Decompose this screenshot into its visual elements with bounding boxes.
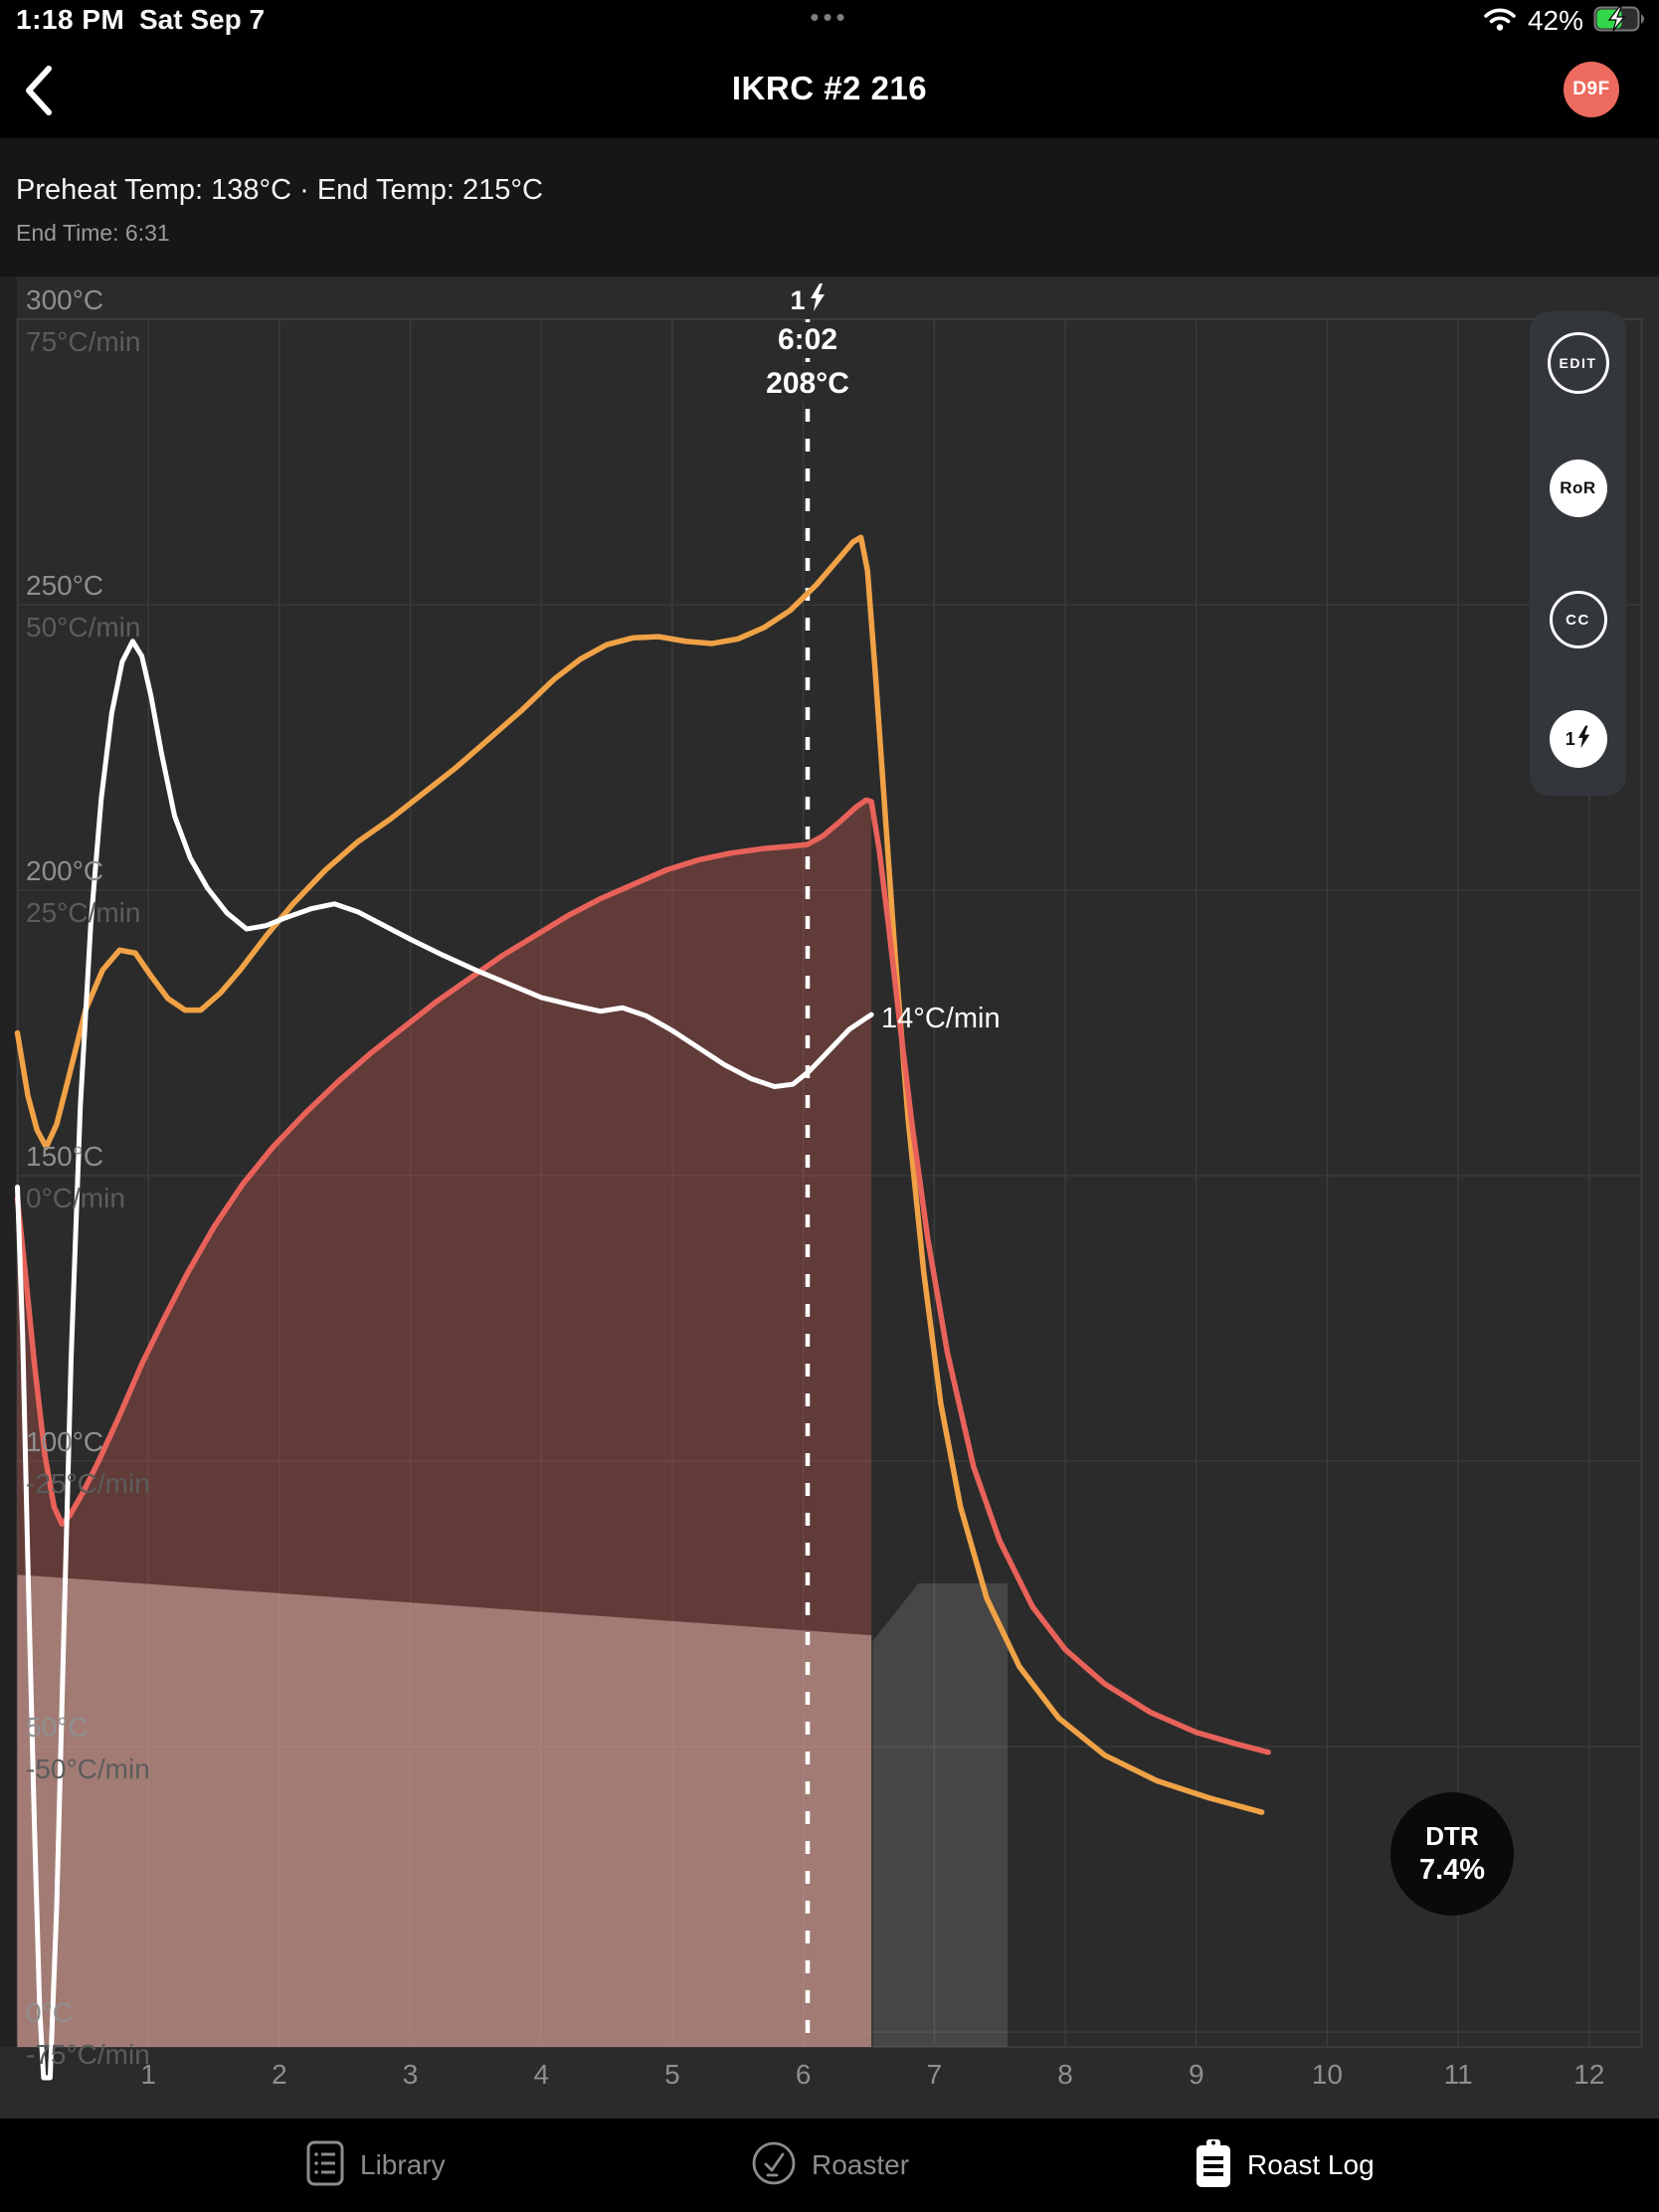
wifi-icon (1482, 6, 1518, 37)
page-title: IKRC #2 216 (731, 70, 928, 106)
x-tick-label: 2 (272, 2059, 287, 2090)
x-tick-label: 11 (1444, 2059, 1473, 2090)
x-tick-label: 5 (664, 2059, 680, 2090)
x-tick-label: 12 (1573, 2059, 1604, 2090)
chart-controls-panel: EDIT RoR CC 1 (1530, 311, 1626, 796)
y-ror-tick-label: -75°C/min (26, 2039, 150, 2070)
ror-button-label: RoR (1560, 478, 1596, 497)
chevron-left-icon (22, 66, 56, 121)
series-rate-of-rise (15, 639, 874, 2081)
library-icon (304, 2139, 346, 2192)
tab-bar: Library Roaster (0, 2119, 1659, 2212)
clock-date: Sat Sep 7 (139, 4, 266, 35)
x-tick-label: 9 (1189, 2059, 1204, 2090)
x-tick-label: 4 (533, 2059, 549, 2090)
status-bar: 1:18 PM Sat Sep 7 ••• 42% (0, 0, 1659, 40)
region-base-band (17, 1574, 872, 2047)
cc-toggle-button[interactable]: CC (1549, 591, 1607, 648)
plot-border (16, 318, 1643, 2048)
tab-library-label: Library (360, 2149, 446, 2180)
y-temp-tick-label: 100°C (26, 1426, 103, 1457)
y-ror-tick-label: 75°C/min (26, 326, 140, 357)
y-ror-tick-label: 50°C/min (26, 612, 140, 643)
chart-section: 300°C 75°C/min 250°C 50°C/min 200°C 25°C/min 1… (0, 276, 1659, 2119)
event-marker-button[interactable]: 1 (1549, 710, 1607, 768)
region-post-drop (872, 1582, 1009, 2047)
roast-chart-canvas[interactable]: 300°C75°C/min250°C50°C/min200°C25°C/min1… (0, 276, 1659, 2119)
preheat-end-temp-text: Preheat Temp: 138°C · End Temp: 215°C (16, 174, 543, 206)
battery-charging-icon (1593, 5, 1645, 37)
dtr-badge: DTR 7.4% (1390, 1792, 1514, 1916)
roast-info-header: Preheat Temp: 138°C · End Temp: 215°C En… (0, 138, 1659, 276)
tab-roaster-label: Roaster (812, 2149, 910, 2180)
y-temp-tick-label: 300°C (26, 284, 103, 315)
y-ror-tick-label: -50°C/min (26, 1753, 150, 1784)
dtr-value: 7.4% (1418, 1854, 1486, 1886)
tab-roast-log-label: Roast Log (1247, 2149, 1375, 2180)
roast-log-icon (1194, 2138, 1233, 2193)
chart-left-margin (0, 276, 17, 2047)
clock-time: 1:18 PM (16, 4, 125, 35)
series-environment-temp (14, 534, 1265, 1815)
x-tick-label: 6 (796, 2059, 812, 2090)
series-bean-temp (14, 797, 1271, 1755)
dtr-label: DTR (1425, 1821, 1479, 1851)
edit-button[interactable]: EDIT (1547, 332, 1609, 394)
y-ror-tick-label: 0°C/min (26, 1183, 125, 1213)
bolt-icon (1577, 725, 1590, 754)
region-roast-area (17, 800, 872, 2048)
back-button[interactable] (22, 64, 66, 117)
y-temp-tick-label: 250°C (26, 570, 103, 601)
roaster-icon (750, 2139, 798, 2192)
ror-toggle-button[interactable]: RoR (1549, 460, 1607, 517)
x-tick-label: 10 (1312, 2059, 1343, 2090)
y-ror-tick-label: -25°C/min (26, 1468, 150, 1499)
battery-percent: 42% (1527, 5, 1583, 36)
tab-roast-log[interactable]: Roast Log (1194, 2119, 1375, 2212)
x-tick-label: 8 (1057, 2059, 1073, 2090)
ror-current-value-label: 14°C/min (881, 1003, 1001, 1034)
x-tick-label: 3 (403, 2059, 419, 2090)
nav-bar: IKRC #2 216 D9F (0, 40, 1659, 138)
avatar[interactable]: D9F (1564, 62, 1619, 117)
tab-library[interactable]: Library (304, 2119, 446, 2212)
tab-roaster[interactable]: Roaster (750, 2119, 909, 2212)
cc-button-label: CC (1566, 611, 1590, 629)
x-tick-label: 7 (927, 2059, 943, 2090)
y-temp-tick-label: 0°C (26, 1997, 73, 2028)
event-button-label: 1 (1565, 728, 1577, 749)
end-time-text: End Time: 6:31 (16, 220, 170, 246)
edit-button-label: EDIT (1559, 355, 1597, 371)
y-ror-tick-label: 25°C/min (26, 897, 140, 928)
x-tick-label: 1 (140, 2059, 156, 2090)
y-temp-tick-label: 150°C (26, 1141, 103, 1172)
y-temp-tick-label: 50°C (26, 1712, 89, 1743)
multitask-dots-icon: ••• (810, 2, 849, 32)
y-temp-tick-label: 200°C (26, 855, 103, 886)
